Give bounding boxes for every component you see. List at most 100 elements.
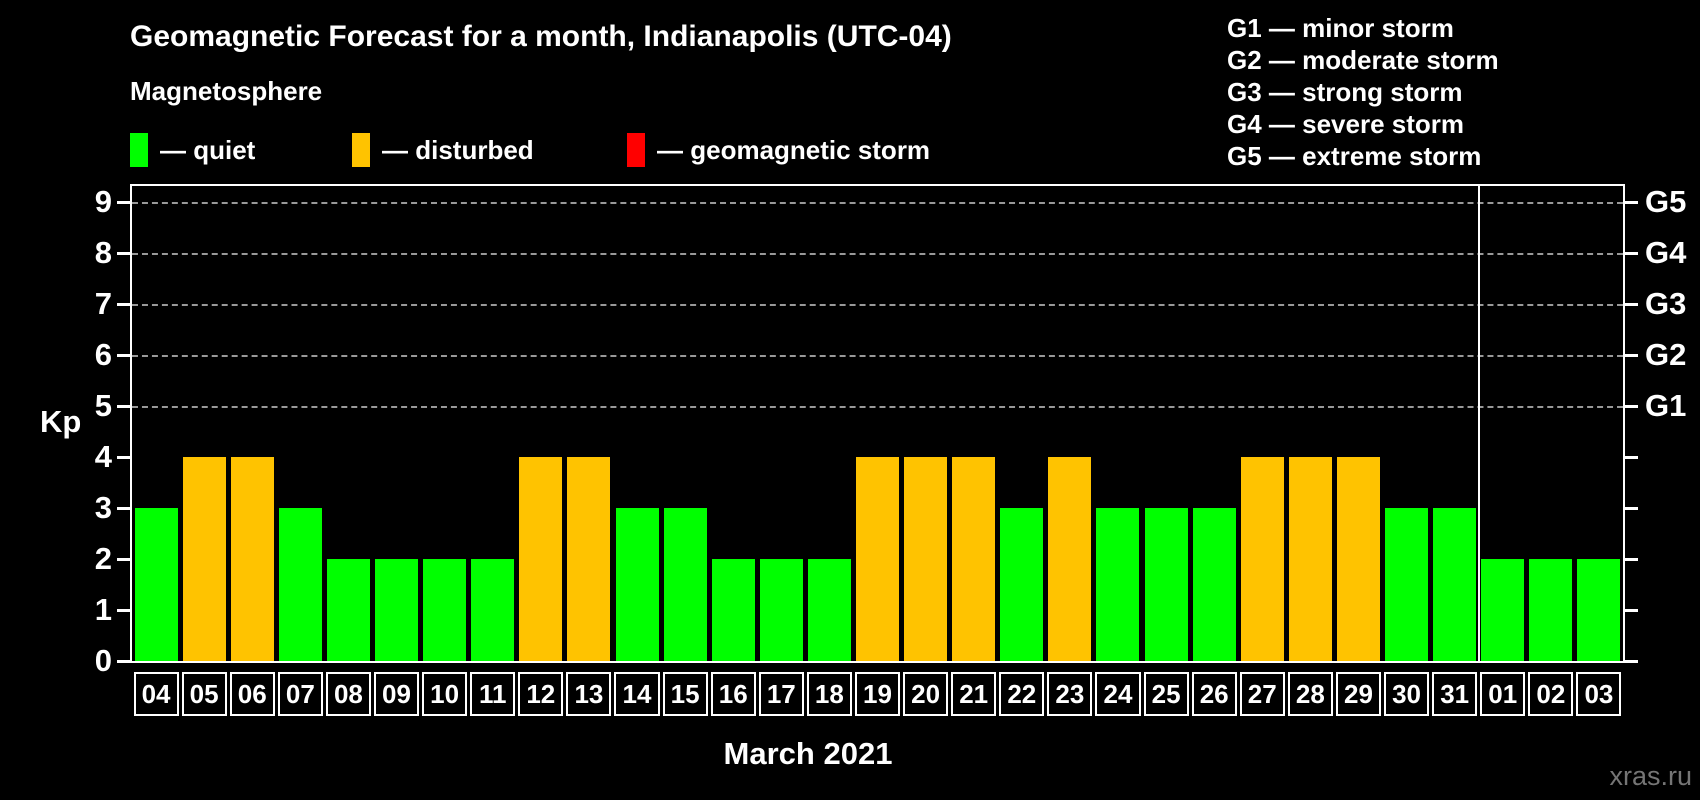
- kp-bar: [1192, 508, 1236, 661]
- day-label-box: 06: [229, 672, 275, 716]
- x-axis-label: March 2021: [723, 736, 893, 771]
- day-label-box: 08: [325, 672, 371, 716]
- y-axis-label: Kp: [40, 404, 82, 439]
- right-tick-label-g2: G2: [1645, 337, 1687, 372]
- day-label-box: 02: [1528, 672, 1574, 716]
- y-tick-label: 8: [94, 235, 112, 270]
- kp-bar: [1481, 559, 1525, 661]
- kp-bar: [423, 559, 467, 661]
- kp-bar: [856, 457, 899, 661]
- kp-bar: [375, 559, 419, 661]
- y-tick-label: 6: [94, 337, 112, 372]
- kp-bar: [182, 457, 226, 661]
- day-label-box: 22: [999, 672, 1045, 716]
- day-label-box: 04: [133, 672, 179, 716]
- right-tick: [1625, 405, 1638, 408]
- kp-bar: [904, 457, 948, 661]
- kp-bar: [1240, 457, 1284, 661]
- kp-bar: [1048, 457, 1092, 661]
- kp-bar: [326, 559, 370, 661]
- legend-item-storm: — geomagnetic storm: [627, 131, 930, 169]
- day-label-box: 18: [806, 672, 852, 716]
- kp-bar: [1336, 457, 1380, 661]
- right-tick: [1625, 558, 1638, 561]
- right-tick-label-g4: G4: [1645, 235, 1687, 270]
- legend-item-disturbed: — disturbed: [352, 131, 534, 169]
- g-scale-line-4: G4 — severe storm: [1227, 109, 1465, 139]
- y-tick: [117, 405, 130, 408]
- kp-bar: [1000, 508, 1044, 661]
- day-label-box: 28: [1287, 672, 1333, 716]
- kp-bar: [1144, 508, 1188, 661]
- kp-bar: [471, 559, 515, 661]
- gridline-kp-7: [132, 304, 1623, 306]
- gridline-kp-9: [132, 202, 1623, 204]
- y-tick-label: 0: [94, 643, 112, 678]
- day-label-box: 31: [1432, 672, 1478, 716]
- day-label-box: 20: [903, 672, 949, 716]
- day-label-box: 15: [662, 672, 708, 716]
- right-tick: [1625, 252, 1638, 255]
- y-tick: [117, 201, 130, 204]
- right-tick: [1625, 660, 1638, 663]
- right-tick-label-g3: G3: [1645, 286, 1687, 321]
- y-tick-label: 7: [94, 286, 112, 321]
- legend-swatch-quiet-icon: [130, 133, 148, 167]
- day-label-box: 24: [1095, 672, 1141, 716]
- gridline-kp-8: [132, 253, 1623, 255]
- y-tick: [117, 660, 130, 663]
- kp-bar: [1288, 457, 1332, 661]
- y-tick-label: 4: [94, 439, 112, 474]
- gridline-kp-5: [132, 406, 1623, 408]
- day-label-box: 27: [1239, 672, 1285, 716]
- right-tick: [1625, 303, 1638, 306]
- day-label-box: 07: [277, 672, 323, 716]
- day-label-box: 19: [854, 672, 901, 716]
- g-scale-line-1: G1 — minor storm: [1227, 13, 1454, 43]
- day-label-box: 26: [1191, 672, 1237, 716]
- kp-bar: [1529, 559, 1573, 661]
- y-tick: [117, 252, 130, 255]
- kp-bar: [230, 457, 274, 661]
- legend-label-disturbed: — disturbed: [382, 134, 534, 165]
- kp-bar: [759, 559, 803, 661]
- month-boundary-line: [1477, 186, 1480, 661]
- kp-bar: [711, 559, 755, 661]
- y-tick: [117, 609, 130, 612]
- kp-bar: [952, 457, 996, 661]
- day-label-box: 05: [181, 672, 227, 716]
- day-label-box: 09: [373, 672, 420, 716]
- day-label-box: 10: [422, 672, 468, 716]
- y-tick-label: 5: [94, 388, 112, 423]
- g-scale-line-2: G2 — moderate storm: [1227, 45, 1499, 75]
- y-tick-label: 2: [94, 541, 112, 576]
- plot-area: [130, 184, 1625, 663]
- kp-bar: [663, 508, 707, 661]
- kp-bar: [615, 508, 659, 661]
- day-label-box: 23: [1047, 672, 1093, 716]
- legend-label-quiet: — quiet: [160, 134, 256, 165]
- kp-bar: [278, 508, 322, 661]
- day-label-box: 21: [951, 672, 997, 716]
- kp-bar: [1096, 508, 1140, 661]
- day-label-box: 16: [710, 672, 756, 716]
- y-tick-label: 3: [94, 490, 112, 525]
- g-scale-line-5: G5 — extreme storm: [1227, 141, 1482, 171]
- day-label-box: 17: [758, 672, 804, 716]
- kp-bar: [519, 457, 563, 661]
- day-label-box: 30: [1384, 672, 1430, 716]
- kp-bar: [807, 559, 851, 661]
- g-scale-legend: G1 — minor storm G2 — moderate storm G3 — …: [1227, 12, 1499, 172]
- right-tick: [1625, 507, 1638, 510]
- kp-bar: [1385, 508, 1429, 661]
- right-tick: [1625, 456, 1638, 459]
- legend-heading: Magnetosphere: [130, 76, 323, 106]
- day-label-box: 14: [614, 672, 660, 716]
- right-tick-label-g5: G5: [1645, 184, 1687, 219]
- y-tick: [117, 558, 130, 561]
- y-tick: [117, 456, 130, 459]
- day-label-box: 25: [1143, 672, 1189, 716]
- legend-swatch-disturbed-icon: [352, 133, 370, 167]
- y-tick-label: 1: [94, 592, 112, 627]
